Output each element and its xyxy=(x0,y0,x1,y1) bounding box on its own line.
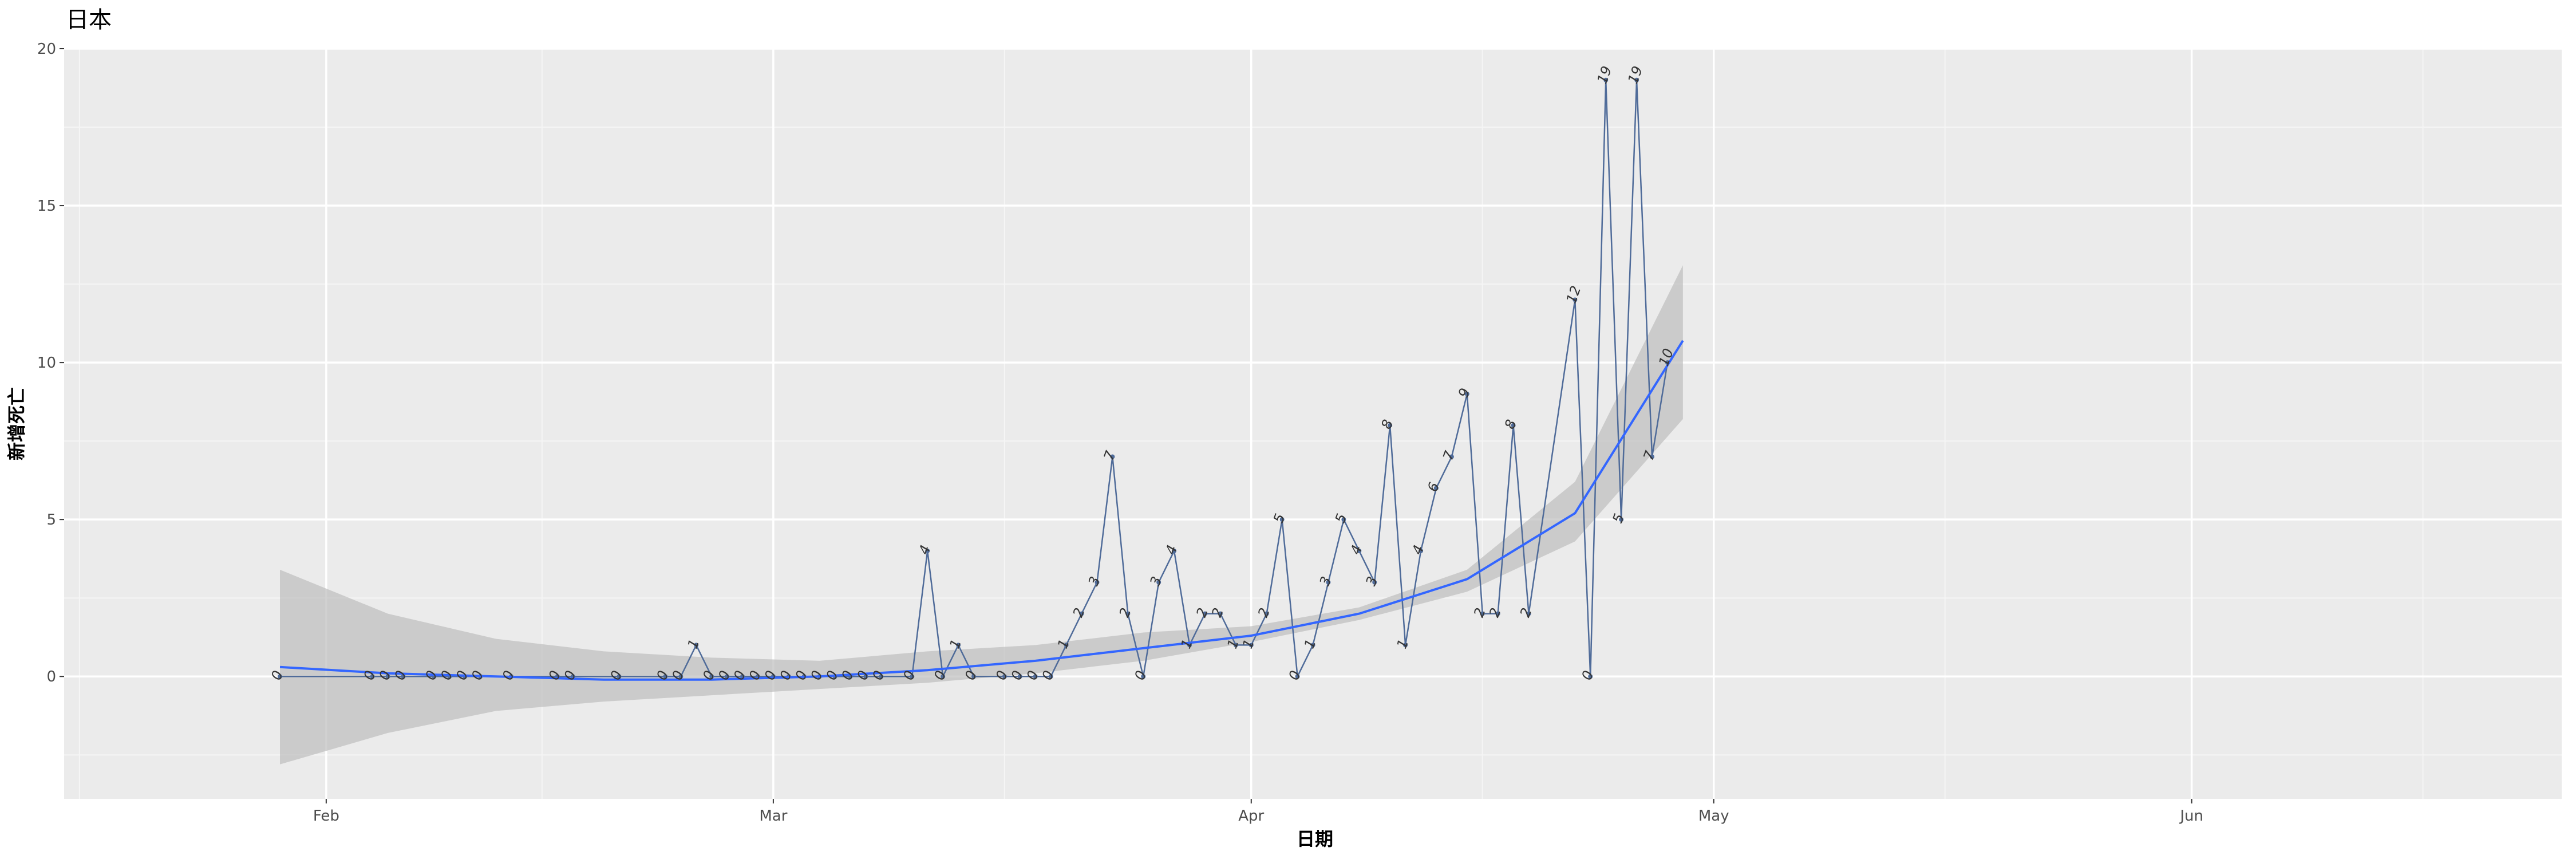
x-tick-label: Feb xyxy=(313,807,339,825)
x-tick-label: Apr xyxy=(1238,807,1264,825)
x-axis: Feb Mar Apr May Jun xyxy=(313,799,2203,825)
data-point xyxy=(1603,77,1609,82)
y-tick-label: 20 xyxy=(37,41,56,58)
series-line xyxy=(280,80,1669,679)
y-tick-label: 10 xyxy=(37,354,56,372)
data-point xyxy=(910,674,915,679)
data-point xyxy=(1218,611,1223,616)
data-point xyxy=(1449,454,1454,459)
major-gridlines xyxy=(64,48,2562,799)
data-point xyxy=(1326,580,1331,585)
data-point xyxy=(1064,643,1069,648)
data-point xyxy=(1079,611,1084,616)
data-point xyxy=(1388,423,1393,428)
data-point xyxy=(863,674,868,679)
data-point xyxy=(1110,454,1115,459)
data-point xyxy=(1480,611,1485,616)
data-point xyxy=(401,674,406,679)
data-point xyxy=(1588,674,1593,679)
x-tick-label: Mar xyxy=(759,807,787,825)
data-point xyxy=(879,674,884,679)
data-point xyxy=(1433,486,1439,491)
data-point xyxy=(385,674,390,679)
y-tick-label: 15 xyxy=(37,198,56,215)
data-point xyxy=(617,674,622,679)
data-point xyxy=(678,674,683,679)
data-point xyxy=(1033,674,1038,679)
data-point xyxy=(663,674,668,679)
data-point xyxy=(278,674,283,679)
data-point xyxy=(1295,674,1300,679)
data-point xyxy=(1419,548,1424,553)
x-axis-title: 日期 xyxy=(1297,828,1333,850)
data-point xyxy=(1310,643,1315,648)
data-point xyxy=(971,674,976,679)
data-point xyxy=(725,674,730,679)
data-point xyxy=(1357,548,1362,553)
data-point xyxy=(1341,517,1346,522)
data-point xyxy=(370,674,375,679)
data-point xyxy=(1526,611,1531,616)
data-point xyxy=(1372,580,1377,585)
data-point xyxy=(1156,580,1161,585)
data-point xyxy=(1619,517,1624,522)
x-tick-label: Jun xyxy=(2179,807,2203,825)
data-point xyxy=(1279,517,1285,522)
data-point xyxy=(1017,674,1022,679)
data-point xyxy=(1573,297,1578,302)
trend-line xyxy=(279,340,1684,681)
data-point xyxy=(1095,580,1100,585)
x-tick-label: May xyxy=(1698,807,1729,825)
data-points xyxy=(278,77,1670,679)
data-point xyxy=(694,643,699,648)
data-point xyxy=(1634,77,1639,82)
data-point xyxy=(709,674,714,679)
chart-title: 日本 xyxy=(66,7,112,33)
data-point xyxy=(1495,611,1500,616)
data-point xyxy=(941,674,946,679)
data-point xyxy=(1233,643,1238,648)
data-point xyxy=(1125,611,1131,616)
data-point xyxy=(1464,391,1469,396)
data-point xyxy=(1202,611,1207,616)
data-point xyxy=(1403,643,1408,648)
y-tick-label: 0 xyxy=(46,668,56,685)
data-point xyxy=(925,548,930,553)
data-point xyxy=(1141,674,1146,679)
y-axis: 0 5 10 15 20 xyxy=(37,41,64,685)
data-point xyxy=(1172,548,1177,553)
data-point xyxy=(1002,674,1007,679)
y-tick-label: 5 xyxy=(46,511,56,529)
y-axis-title: 新增死亡 xyxy=(6,387,27,460)
minor-gridlines xyxy=(64,49,2562,799)
data-point xyxy=(1249,643,1254,648)
data-point xyxy=(1264,611,1269,616)
data-point xyxy=(1048,674,1053,679)
data-point xyxy=(956,643,961,648)
data-point xyxy=(1650,454,1655,459)
data-point xyxy=(1511,423,1516,428)
